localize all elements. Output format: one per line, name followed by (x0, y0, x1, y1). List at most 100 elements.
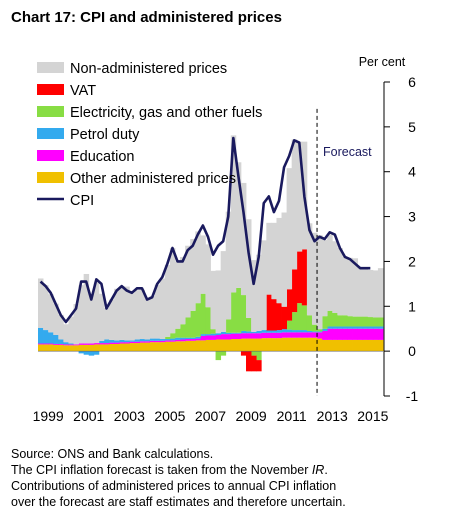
bar-segment (347, 339, 353, 352)
bar-segment (225, 334, 232, 340)
bar-segment (301, 330, 308, 333)
bar-segment (164, 265, 171, 337)
bar-segment (337, 328, 343, 340)
bar-segment (88, 351, 95, 356)
series-electricity-gas-and-other-fuels (164, 287, 384, 361)
bar-segment (377, 326, 384, 329)
y-tick-label: -1 (406, 388, 419, 404)
bar-segment (261, 240, 267, 331)
legend-label: VAT (70, 83, 96, 99)
bar-segment (317, 338, 323, 352)
bar-segment (205, 334, 211, 336)
bar-segment (246, 333, 252, 339)
y-tick-label: 5 (408, 119, 416, 135)
bar-segment (73, 345, 79, 352)
bar-segment (372, 339, 379, 352)
x-tick-label: 2011 (277, 408, 307, 424)
bar-segment (215, 351, 222, 361)
bar-segment (251, 355, 257, 372)
bar-segment (205, 335, 211, 340)
bar-segment (119, 339, 125, 343)
bar-segment (154, 338, 161, 341)
bar-segment (119, 343, 125, 352)
bar-segment (220, 251, 227, 332)
bar-segment (306, 315, 313, 331)
bar-segment (352, 258, 359, 317)
bar-segment (200, 340, 206, 352)
bar-segment (342, 328, 348, 340)
series-petrol-duty (38, 326, 384, 356)
bar-segment (286, 337, 293, 352)
bar-segment (342, 256, 348, 316)
bar-segment (169, 341, 176, 352)
bar-segment (240, 351, 247, 356)
x-tick-label: 2005 (154, 408, 185, 424)
bar-segment (58, 339, 64, 344)
bar-segment (38, 343, 44, 345)
bar-segment (352, 326, 359, 329)
bar-segment (109, 343, 115, 352)
bar-segment (129, 343, 135, 352)
bar-segment (342, 339, 348, 352)
bar-segment (169, 333, 176, 339)
bar-segment (367, 326, 374, 329)
bar-segment (286, 332, 293, 338)
bar-segment (210, 333, 216, 336)
unit-label: Per cent (359, 55, 406, 69)
bar-segment (53, 303, 59, 335)
series-vat (240, 249, 308, 372)
bar-segment (154, 284, 161, 339)
bar-segment (266, 332, 272, 339)
bar-segment (68, 344, 74, 346)
bar-segment (291, 139, 298, 270)
bar-segment (377, 268, 384, 318)
bar-segment (119, 286, 125, 340)
bar-segment (266, 222, 272, 295)
bar-segment (220, 331, 227, 335)
bar-segment (261, 338, 267, 352)
bar-segment (332, 313, 338, 327)
bar-segment (53, 334, 59, 344)
bar-segment (311, 331, 318, 333)
bar-segment (251, 351, 257, 356)
bar-segment (225, 211, 232, 320)
bar-segment (129, 293, 135, 341)
bar-segment (322, 328, 328, 331)
bar-segment (352, 339, 359, 352)
bar-segment (317, 331, 323, 333)
bar-segment (119, 342, 125, 344)
bar-segment (205, 244, 211, 308)
bar-segment (342, 326, 348, 329)
bar-segment (190, 340, 196, 352)
bar-segment (63, 344, 69, 346)
bar-segment (332, 241, 338, 314)
bar-segment (103, 344, 110, 352)
bar-segment (164, 339, 171, 341)
bar-segment (225, 339, 232, 352)
bar-segment (48, 344, 54, 352)
bar-segment (169, 338, 176, 341)
bar-segment (48, 332, 54, 344)
y-tick-label: 0 (408, 343, 416, 359)
bar-segment (317, 332, 323, 339)
bar-segment (311, 232, 318, 325)
y-tick-label: 3 (408, 209, 416, 225)
bar-segment (367, 317, 374, 327)
x-tick-label: 2007 (195, 408, 226, 424)
bar-segment (93, 343, 100, 345)
bar-segment (124, 343, 130, 352)
bar-segment (327, 339, 333, 352)
legend: Non-administered prices VAT Electricity, g… (37, 61, 262, 209)
bar-segment (251, 333, 257, 339)
bar-segment (63, 345, 69, 352)
bar-segment (220, 351, 227, 356)
bar-segment (311, 337, 318, 352)
bar-segment (109, 339, 115, 343)
bar-segment (180, 339, 186, 342)
bar-segment (43, 285, 49, 331)
legend-swatch (37, 128, 64, 139)
bar-segment (63, 324, 69, 343)
bar-segment (195, 336, 201, 339)
legend-label: Other administered prices (70, 171, 236, 187)
bar-segment (286, 329, 293, 333)
